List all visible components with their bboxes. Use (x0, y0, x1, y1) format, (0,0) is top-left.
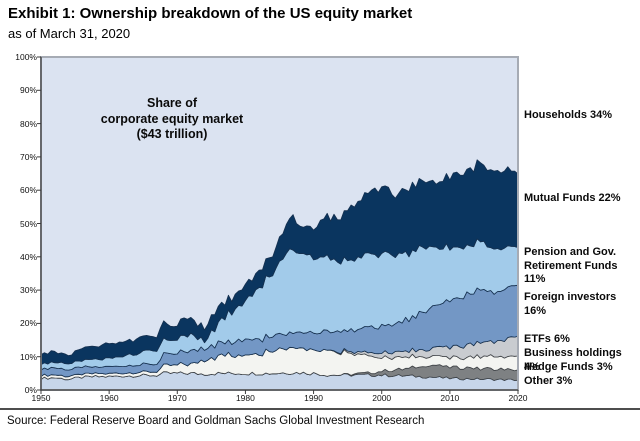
y-axis-tick-label: 0% (24, 385, 37, 395)
y-axis-tick-label: 70% (19, 151, 37, 162)
y-axis-tick-label: 60% (19, 185, 37, 196)
x-axis-tick-label: 1960 (99, 393, 119, 403)
y-axis-tick-label: 90% (19, 85, 37, 96)
source-text: Source: Federal Reserve Board and Goldma… (7, 415, 425, 427)
x-axis-tick-label: 2010 (440, 393, 460, 403)
y-axis-tick-label: 50% (19, 218, 37, 229)
label-etfs: ETFs 6% (524, 333, 570, 345)
y-axis-tick-label: 10% (19, 351, 37, 362)
label-hedge-funds: Hedge Funds 3% (524, 361, 613, 373)
y-axis-tick-label: 30% (19, 285, 37, 296)
x-axis-tick-label: 2000 (372, 393, 392, 403)
page-title: Exhibit 1: Ownership breakdown of the US… (8, 5, 413, 22)
label-other: Other 3% (524, 375, 573, 387)
x-axis-tick-label: 1990 (304, 393, 324, 403)
label-pension-gov-retirement: Pension and Gov. Retirement Funds 11% (524, 246, 618, 285)
x-axis-tick-label: 2020 (508, 393, 528, 403)
y-axis-tick-label: 80% (19, 118, 37, 129)
stacked-area-chart (37, 56, 519, 394)
label-mutual-funds: Mutual Funds 22% (524, 192, 621, 204)
page-subtitle: as of March 31, 2020 (8, 26, 131, 41)
x-axis-tick-label: 1980 (235, 393, 255, 403)
label-business-holdings: Business holdings 4% (524, 347, 622, 373)
chart-annotation: Share of corporate equity market ($43 tr… (100, 96, 244, 141)
y-axis-tick-label: 100% (15, 52, 37, 62)
label-households: Households 34% (524, 109, 613, 121)
y-axis-tick-label: 40% (19, 251, 37, 262)
x-axis-tick-label: 1950 (31, 393, 51, 403)
x-axis-tick-label: 1970 (167, 393, 187, 403)
label-foreign-investors: Foreign investors 16% (524, 291, 617, 317)
y-axis-tick-label: 20% (19, 318, 37, 329)
source-divider (0, 408, 640, 410)
